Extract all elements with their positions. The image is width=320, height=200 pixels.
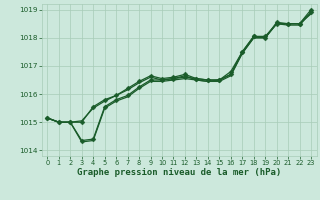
X-axis label: Graphe pression niveau de la mer (hPa): Graphe pression niveau de la mer (hPa): [77, 168, 281, 177]
